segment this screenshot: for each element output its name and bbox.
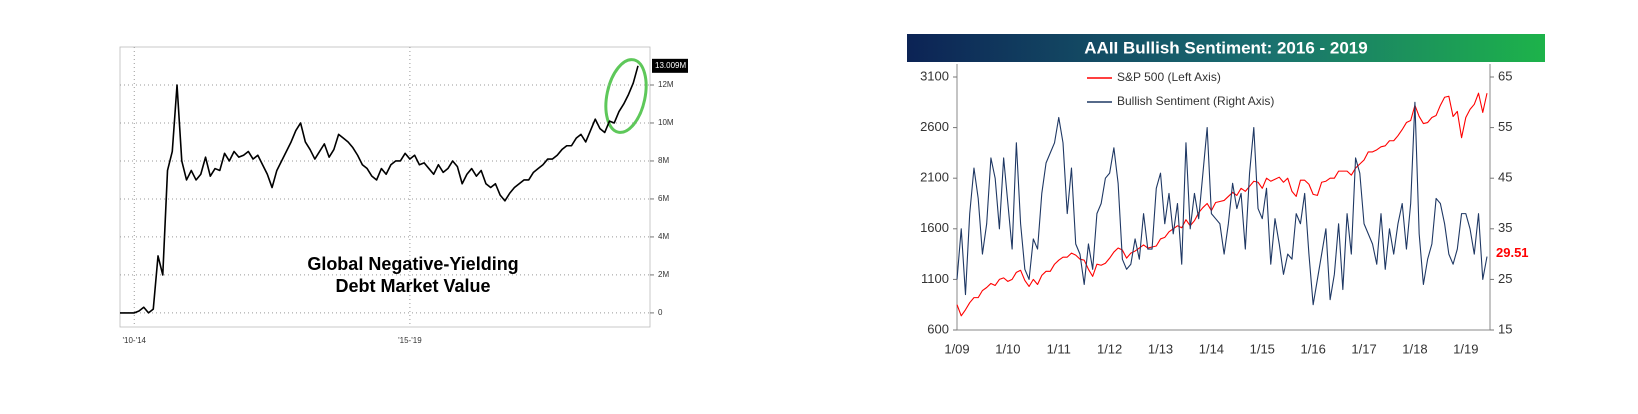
y-tick-label: 1100	[921, 271, 949, 286]
highlight-circle	[604, 58, 648, 134]
series-line	[120, 65, 639, 314]
series-line	[956, 101, 1488, 306]
y-tick-label: 600	[927, 321, 949, 336]
legend-label: S&P 500 (Left Axis)	[1117, 70, 1221, 84]
y-tick-label: 2600	[920, 119, 949, 134]
x-tick-label: '10-'14	[122, 336, 146, 345]
plot-frame	[119, 46, 651, 328]
end-label: 29.51	[1496, 245, 1529, 260]
y-tick-label: 2100	[920, 170, 949, 185]
y2-tick-label: 65	[1498, 68, 1512, 83]
y-tick-label: 3100	[920, 68, 949, 83]
y2-tick-label: 35	[1498, 220, 1512, 235]
end-label-box	[652, 58, 688, 73]
chart-title: AAII Bullish Sentiment: 2016 - 2019	[1084, 38, 1367, 57]
y-tick-label: 4M	[658, 232, 669, 241]
y-tick-label: 0	[658, 308, 663, 317]
x-tick-label: 1/18	[1402, 341, 1427, 356]
x-tick-label: 1/17	[1351, 341, 1376, 356]
x-tick-label: 1/11	[1047, 341, 1071, 356]
y-tick-label: 1600	[920, 220, 949, 235]
y-tick-label: 8M	[658, 156, 669, 165]
y-tick-label: 6M	[658, 194, 669, 203]
x-tick-label: 1/09	[944, 341, 969, 356]
x-tick-label: 1/15	[1250, 341, 1275, 356]
x-tick-label: '15-'19	[398, 336, 422, 345]
series-line	[956, 92, 1488, 317]
x-tick-label: 1/16	[1301, 341, 1326, 356]
y2-tick-label: 25	[1498, 271, 1512, 286]
y2-tick-label: 45	[1498, 170, 1512, 185]
x-tick-label: 1/10	[995, 341, 1020, 356]
end-label: 13.009M	[655, 61, 686, 70]
y-tick-label: 2M	[658, 270, 669, 279]
y-tick-label: 12M	[658, 80, 674, 89]
x-tick-label: 1/12	[1097, 341, 1122, 356]
annotation: Global Negative-Yielding	[307, 254, 518, 274]
y2-tick-label: 15	[1498, 321, 1512, 336]
x-tick-label: 1/19	[1453, 341, 1478, 356]
legend-label: Bullish Sentiment (Right Axis)	[1117, 94, 1274, 108]
y-tick-label: 10M	[658, 118, 674, 127]
annotation: Debt Market Value	[335, 276, 490, 296]
title-banner	[907, 34, 1545, 62]
x-tick-label: 1/14	[1199, 341, 1224, 356]
y2-tick-label: 55	[1498, 119, 1512, 134]
x-tick-label: 1/13	[1148, 341, 1173, 356]
